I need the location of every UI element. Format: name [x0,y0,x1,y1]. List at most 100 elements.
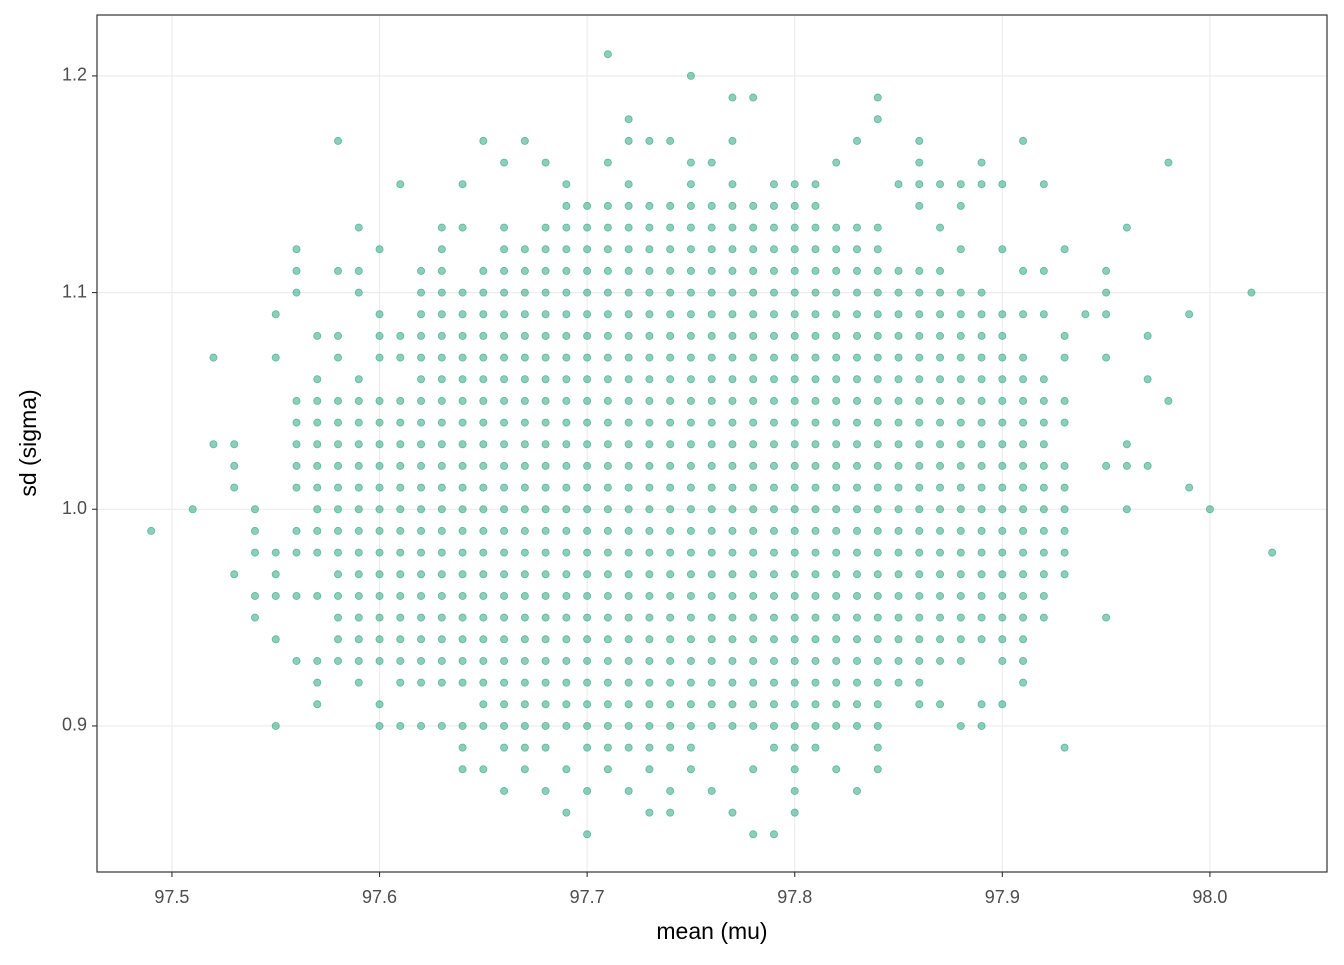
point [645,461,654,470]
point [396,331,405,340]
point [396,678,405,687]
point [624,115,633,124]
point [707,266,716,275]
point [790,721,799,730]
point [354,635,363,644]
point [541,223,550,232]
point [520,288,529,297]
point [1060,483,1069,492]
point [313,548,322,557]
point [853,505,862,514]
point [624,223,633,232]
point [666,288,675,297]
point [1060,570,1069,579]
point [749,635,758,644]
point [583,656,592,665]
point [936,656,945,665]
point [666,310,675,319]
point [375,331,384,340]
point [977,310,986,319]
point [645,375,654,384]
point [624,548,633,557]
point [915,678,924,687]
point [749,548,758,557]
x-tick-label: 97.6 [362,887,397,907]
point [1081,310,1090,319]
point [500,245,509,254]
point [998,483,1007,492]
point [769,201,778,210]
point [686,765,695,774]
point [1019,136,1028,145]
point [873,678,882,687]
point [894,548,903,557]
point [645,656,654,665]
point [832,548,841,557]
point [666,721,675,730]
y-tick-label: 1.0 [62,498,87,518]
point [645,310,654,319]
point [645,288,654,297]
point [458,526,467,535]
point [500,635,509,644]
point [977,505,986,514]
point [396,461,405,470]
point [769,548,778,557]
point [769,656,778,665]
point [437,375,446,384]
point [749,418,758,427]
point [313,483,322,492]
point [479,570,488,579]
point [811,700,820,709]
point [1019,483,1028,492]
point [915,526,924,535]
point [749,375,758,384]
point [520,353,529,362]
point [313,656,322,665]
point [873,505,882,514]
point [458,483,467,492]
point [645,548,654,557]
point [188,505,197,514]
point [541,158,550,167]
point [479,440,488,449]
point [500,158,509,167]
point [936,375,945,384]
point [1247,288,1256,297]
point [707,526,716,535]
point [832,483,841,492]
point [1039,548,1048,557]
point [458,375,467,384]
point [1205,505,1214,514]
point [1102,613,1111,622]
point [769,635,778,644]
point [500,526,509,535]
point [707,461,716,470]
point [998,180,1007,189]
point [790,245,799,254]
point [603,353,612,362]
x-tick-label: 97.5 [154,887,189,907]
point [583,743,592,752]
point [645,201,654,210]
point [769,743,778,752]
point [479,483,488,492]
point [1143,375,1152,384]
point [583,223,592,232]
point [998,591,1007,600]
point [583,505,592,514]
point [292,483,301,492]
point [790,201,799,210]
point [624,613,633,622]
point [707,353,716,362]
point [396,396,405,405]
point [354,548,363,557]
point [915,180,924,189]
point [936,396,945,405]
point [749,721,758,730]
point [583,201,592,210]
point [853,786,862,795]
point [645,635,654,644]
point [417,418,426,427]
point [603,721,612,730]
